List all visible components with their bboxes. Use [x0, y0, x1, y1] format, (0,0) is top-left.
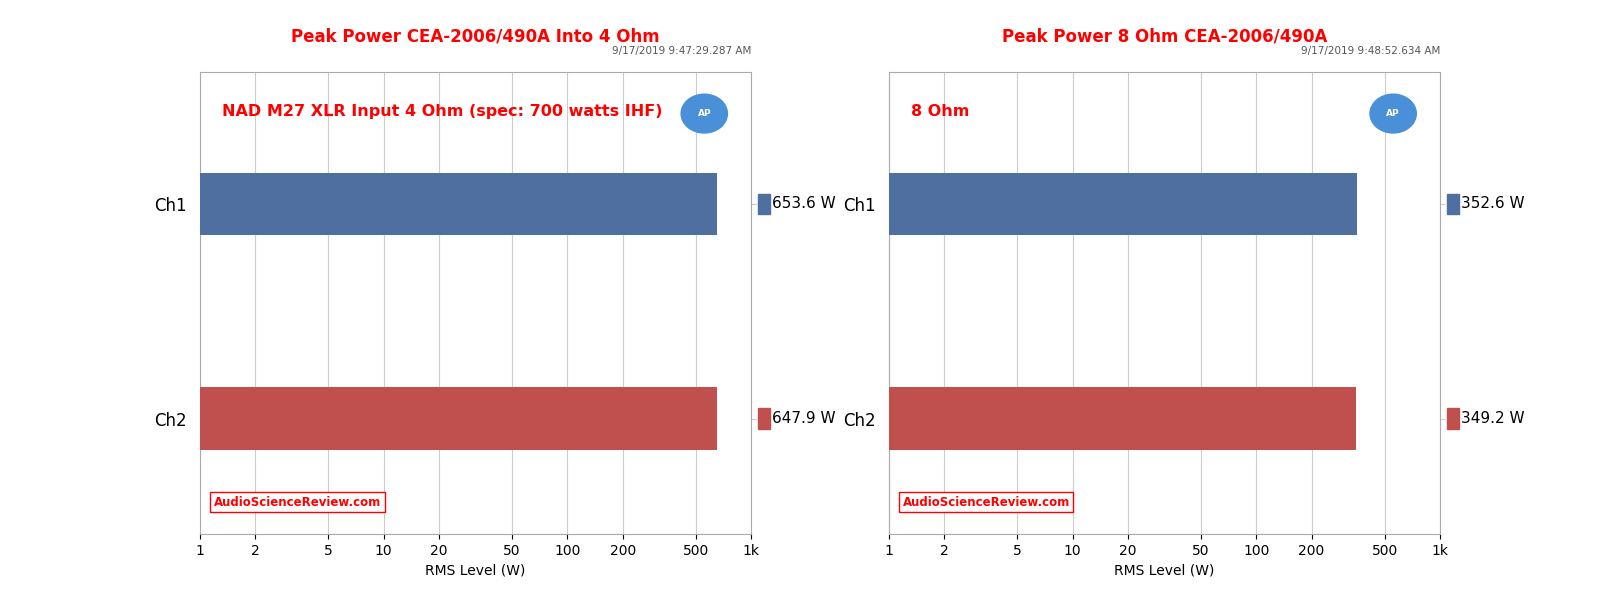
- Text: 349.2 W: 349.2 W: [1461, 411, 1525, 426]
- Title: Peak Power 8 Ohm CEA-2006/490A: Peak Power 8 Ohm CEA-2006/490A: [1002, 28, 1326, 46]
- Bar: [758, 194, 770, 214]
- Text: AudioScienceReview.com: AudioScienceReview.com: [902, 496, 1070, 509]
- Text: AudioScienceReview.com: AudioScienceReview.com: [214, 496, 381, 509]
- Bar: [200, 173, 717, 235]
- Text: AP: AP: [698, 109, 710, 118]
- Text: 9/17/2019 9:47:29.287 AM: 9/17/2019 9:47:29.287 AM: [611, 46, 750, 56]
- Bar: [758, 409, 770, 428]
- Text: 9/17/2019 9:48:52.634 AM: 9/17/2019 9:48:52.634 AM: [1301, 46, 1440, 56]
- Bar: [200, 387, 717, 450]
- Text: 647.9 W: 647.9 W: [773, 411, 835, 426]
- X-axis label: RMS Level (W): RMS Level (W): [1114, 563, 1214, 577]
- X-axis label: RMS Level (W): RMS Level (W): [426, 563, 526, 577]
- Text: 8 Ohm: 8 Ohm: [910, 104, 970, 119]
- Bar: [890, 173, 1357, 235]
- Bar: [1446, 194, 1459, 214]
- Text: 653.6 W: 653.6 W: [773, 196, 835, 211]
- Circle shape: [1370, 94, 1416, 133]
- Text: 352.6 W: 352.6 W: [1461, 196, 1525, 211]
- Bar: [1446, 409, 1459, 428]
- Circle shape: [682, 94, 728, 133]
- Bar: [890, 387, 1357, 450]
- Title: Peak Power CEA-2006/490A Into 4 Ohm: Peak Power CEA-2006/490A Into 4 Ohm: [291, 28, 659, 46]
- Text: NAD M27 XLR Input 4 Ohm (spec: 700 watts IHF): NAD M27 XLR Input 4 Ohm (spec: 700 watts…: [222, 104, 662, 119]
- Text: AP: AP: [1386, 109, 1400, 118]
